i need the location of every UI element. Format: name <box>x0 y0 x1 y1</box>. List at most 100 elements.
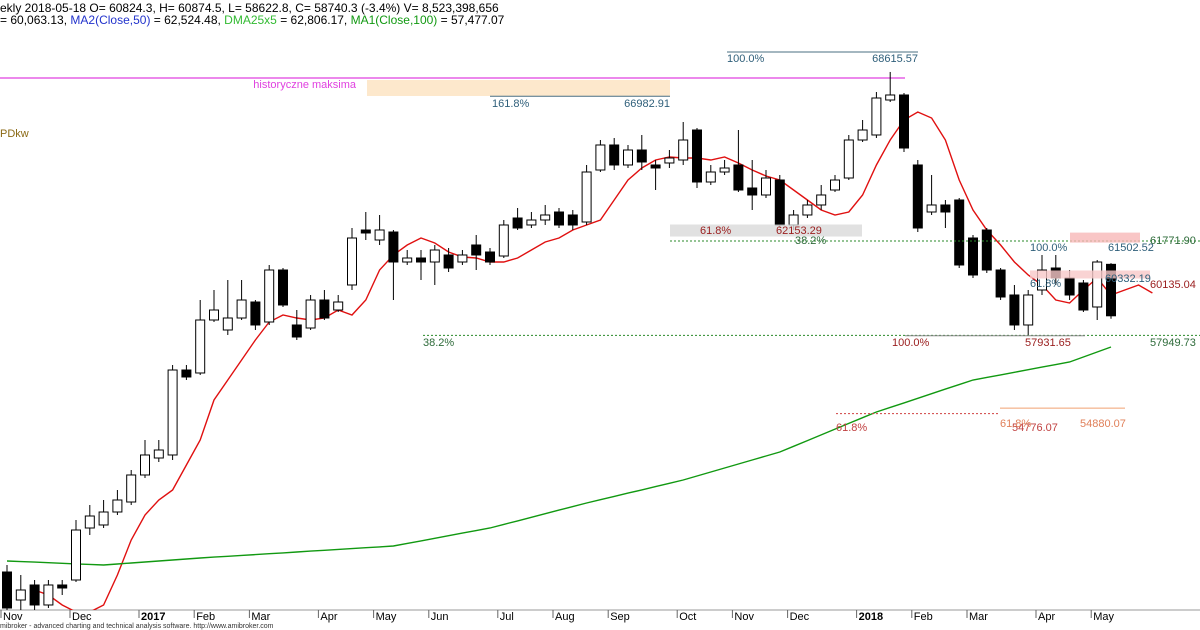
header: ekly 2018-05-18 O= 60824.3, H= 60874.5, … <box>0 1 499 15</box>
x-tick-label: Sep <box>610 611 630 623</box>
x-tick-label: Feb <box>914 611 933 623</box>
x-tick-label: Nov <box>3 611 23 623</box>
plot-area <box>2 71 1153 610</box>
candle-body <box>926 204 937 213</box>
x-tick-label: 2017 <box>141 611 165 623</box>
candle-body <box>719 167 730 173</box>
candle-body <box>843 139 854 179</box>
candle-body <box>443 254 454 269</box>
candle-body <box>692 129 702 183</box>
fib-percent: 161.8% <box>492 98 530 110</box>
footer: mibroker - advanced charting and technic… <box>0 623 274 630</box>
candle-body <box>126 474 137 503</box>
candle-body <box>912 164 923 229</box>
candle-body <box>319 299 330 319</box>
candle-body <box>761 177 771 196</box>
fib-box <box>1030 270 1150 279</box>
candle-body <box>250 301 261 326</box>
candle-body <box>540 214 551 221</box>
candle-body <box>636 149 647 163</box>
candle-body <box>1023 294 1034 326</box>
candle-body <box>1106 263 1116 317</box>
legend-item: MA1(Close,100) <box>351 13 438 27</box>
legend: = 60,063.13, MA2(Close,50) = 62,524.48, … <box>0 13 505 27</box>
x-tick-label: Jul <box>500 611 514 623</box>
fib-percent: 100.0% <box>892 337 930 349</box>
legend-item: = 62,806.17, <box>277 13 351 27</box>
fib-percent: 61.8% <box>1030 278 1061 290</box>
x-tick-label: Dec <box>72 611 92 623</box>
candle-body <box>347 237 357 286</box>
candle-body <box>981 229 992 271</box>
side-label: PDkw <box>0 128 29 140</box>
candle-body <box>1092 261 1103 308</box>
x-tick-label: Mar <box>969 611 988 623</box>
candle-body <box>774 179 785 226</box>
candle-body <box>678 139 689 161</box>
fib-price: 61502.52 <box>1108 242 1154 254</box>
candle-body <box>940 204 951 213</box>
fib-price: 54776.07 <box>1012 422 1058 434</box>
candle-body <box>195 319 206 374</box>
candle-body <box>1078 282 1089 311</box>
candle-body <box>485 251 495 263</box>
candle-body <box>181 369 192 378</box>
candle-body <box>595 144 606 171</box>
fib-percent: 61.8% <box>1000 418 1031 430</box>
candle-body <box>554 211 564 226</box>
candle-body <box>388 231 399 263</box>
fib-percent: 38.2% <box>423 337 454 349</box>
candle-body <box>788 214 799 226</box>
fib-price: 66982.91 <box>624 98 670 110</box>
legend-item: MA2(Close,50) <box>70 13 150 27</box>
candle-body <box>705 171 716 183</box>
fib-percent: 61.8% <box>700 225 731 237</box>
candle-body <box>429 249 440 263</box>
legend-item: = 62,524.48, <box>150 13 224 27</box>
historic-max-label: historyczne maksima <box>253 79 357 91</box>
candle-body <box>816 194 827 206</box>
candle-body <box>140 454 150 476</box>
series-line <box>6 346 1112 566</box>
x-tick-label: Jun <box>431 611 449 623</box>
candle-body <box>71 529 81 581</box>
candle-body <box>1009 294 1020 326</box>
candle-body <box>209 309 219 321</box>
candle-body <box>360 229 371 234</box>
candle-body <box>43 584 54 606</box>
candle-body <box>733 164 744 191</box>
x-tick-label: Aug <box>555 611 575 623</box>
fib-price: 68615.57 <box>872 53 918 65</box>
candle-body <box>802 204 813 216</box>
candle-body <box>305 299 316 329</box>
x-tick-label: Mar <box>251 611 270 623</box>
x-tick-label: Apr <box>1038 611 1055 623</box>
candle-body <box>236 299 247 319</box>
candle-body <box>567 214 578 226</box>
fib-price: 57949.73 <box>1150 337 1196 349</box>
fib-box <box>1070 232 1140 243</box>
legend-item: = 60,063.13, <box>0 13 70 27</box>
candle-body <box>747 187 758 196</box>
fib-price: 60332.19 <box>1105 273 1151 285</box>
fib-price: 61771.90 <box>1150 235 1196 247</box>
candle-body <box>968 237 978 276</box>
x-tick-label: Dec <box>790 611 810 623</box>
candle-body <box>402 257 413 263</box>
candle-body <box>457 254 468 263</box>
series-line <box>34 111 1153 610</box>
candle-body <box>84 515 95 529</box>
candle-body <box>374 229 385 241</box>
candle-body <box>526 219 537 226</box>
legend-item: = 57,477.07 <box>437 13 504 27</box>
candle-body <box>291 324 302 338</box>
x-tick-label: Oct <box>679 611 696 623</box>
candle-body <box>885 94 896 101</box>
fib-percent: 38.2% <box>795 235 826 247</box>
candle-body <box>222 317 233 331</box>
candle-body <box>278 269 288 306</box>
candle-body <box>1037 269 1047 291</box>
x-tick-label: May <box>1093 611 1114 623</box>
candle-body <box>167 369 178 456</box>
